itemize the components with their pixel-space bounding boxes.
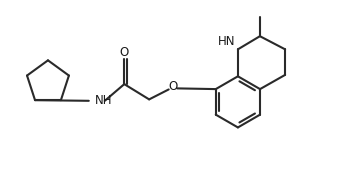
Text: O: O xyxy=(120,46,129,59)
Text: HN: HN xyxy=(218,35,235,48)
Text: O: O xyxy=(168,80,177,93)
Text: NH: NH xyxy=(95,94,112,107)
